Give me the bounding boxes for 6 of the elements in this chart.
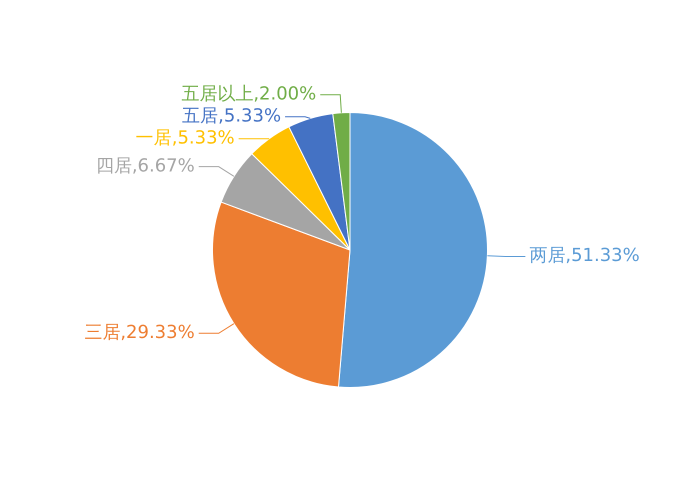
slice-label: 五居以上,2.00% [181,83,316,104]
slice-label: 五居,5.33% [182,105,282,126]
slice-label: 一居,5.33% [136,127,235,148]
slice-label: 三居,29.33% [84,322,195,343]
slice-label: 两居,51.33% [529,245,640,266]
slice-label: 四居,6.67% [96,155,195,176]
